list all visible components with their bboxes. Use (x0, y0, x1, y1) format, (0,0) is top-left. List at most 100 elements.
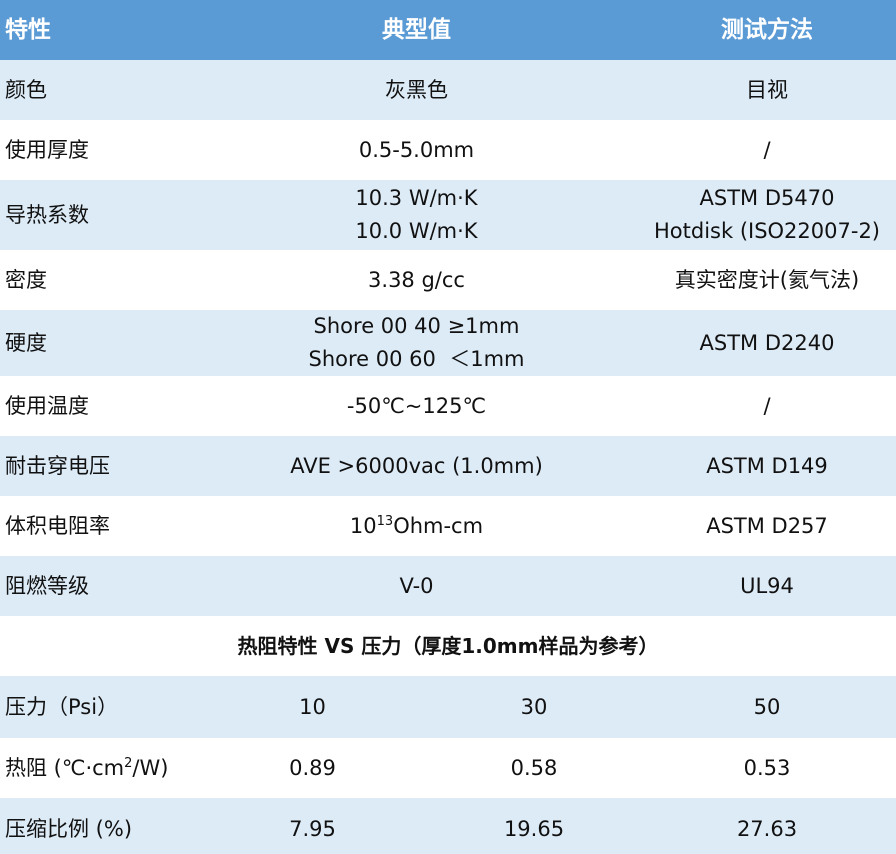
cell-text: ASTM D257 (706, 513, 828, 538)
table-cell: 10 (195, 676, 430, 738)
cell-text: 使用厚度 (5, 137, 89, 162)
cell-text: 耐击穿电压 (5, 453, 110, 478)
cell-text: 目视 (746, 77, 788, 102)
table-cell: ASTM D2240 (638, 310, 896, 376)
table-cell: 灰黑色 (195, 60, 638, 120)
cell-text: Ohm-cm (393, 513, 484, 538)
table-cell: UL94 (638, 556, 896, 616)
table-cell: 0.53 (638, 738, 896, 798)
table-row: 阻燃等级 V-0 UL94 (0, 556, 896, 616)
cell-line: ASTM D5470 (699, 186, 835, 210)
cell-text: 50 (753, 694, 781, 719)
table-cell: 压力（Psi） (0, 676, 195, 738)
cell-text: ASTM D149 (706, 453, 828, 478)
cell-text: V-0 (399, 573, 434, 598)
cell-text: 10 (299, 694, 326, 719)
cell-text: 使用温度 (5, 393, 89, 418)
table-cell: V-0 (195, 556, 638, 616)
table-row: 使用厚度 0.5-5.0mm / (0, 120, 896, 180)
table-cell: 30 (430, 676, 638, 738)
table-cell: 热阻 (℃·cm2/W) (0, 738, 195, 798)
cell-text: 10 (349, 513, 377, 538)
table-row: 体积电阻率 1013Ohm-cm ASTM D257 (0, 496, 896, 556)
cell-text: ASTM D2240 (699, 330, 835, 355)
section-row: 热阻特性 VS 压力（厚度1.0mm样品为参考） (0, 616, 896, 676)
cell-text: / (763, 137, 771, 162)
table-cell: 颜色 (0, 60, 195, 120)
cell-text: 典型值 (382, 16, 451, 43)
cell-text: 特性 (5, 16, 51, 43)
table-cell: 使用厚度 (0, 120, 195, 180)
cell-text: UL94 (740, 573, 794, 598)
cell-text: 体积电阻率 (5, 513, 110, 538)
table-cell: 密度 (0, 250, 195, 310)
table-row: 压缩比例 (%) 7.95 19.65 27.63 (0, 798, 896, 854)
cell-text: 27.63 (736, 816, 798, 841)
table-cell: 耐击穿电压 (0, 436, 195, 496)
table-cell: ASTM D5470 Hotdisk (ISO22007-2) (638, 180, 896, 250)
cell-text: 热阻 (℃·cm (5, 755, 125, 780)
cell-text: -50℃~125℃ (346, 393, 487, 418)
cell-text: 3.38 g/cc (368, 267, 465, 292)
table-cell: 硬度 (0, 310, 195, 376)
table-cell: 压缩比例 (%) (0, 798, 195, 854)
cell-text: 颜色 (5, 77, 47, 102)
cell-text: / (763, 393, 771, 418)
cell-text: 0.5-5.0mm (358, 137, 475, 162)
table-cell: 体积电阻率 (0, 496, 195, 556)
table-row: 密度 3.38 g/cc 真实密度计(氦气法) (0, 250, 896, 310)
cell-text: 7.95 (289, 816, 336, 841)
table-row: 使用温度 -50℃~125℃ / (0, 376, 896, 436)
table-cell: 0.5-5.0mm (195, 120, 638, 180)
cell-text: AVE >6000vac (1.0mm) (290, 453, 543, 478)
cell-text: 压缩比例 (%) (5, 816, 133, 841)
table-cell: 目视 (638, 60, 896, 120)
cell-text: 压力（Psi） (5, 694, 119, 719)
cell-text: 阻燃等级 (5, 573, 89, 598)
table-row: 压力（Psi） 10 30 50 (0, 676, 896, 738)
cell-line: Hotdisk (ISO22007-2) (654, 219, 880, 243)
table-cell: 使用温度 (0, 376, 195, 436)
cell-text: 0.53 (743, 755, 791, 780)
table-row: 硬度 Shore 00 40 ≥1mm Shore 00 60 ＜1mm ASTM D… (0, 310, 896, 376)
table-cell: 真实密度计(氦气法) (638, 250, 896, 310)
table-cell: ASTM D149 (638, 436, 896, 496)
superscript: 2 (124, 755, 133, 771)
header-cell: 典型值 (195, 0, 638, 60)
cell-line: Shore 00 40 ≥1mm (313, 314, 520, 338)
table-cell: 3.38 g/cc (195, 250, 638, 310)
table-row: 耐击穿电压 AVE >6000vac (1.0mm) ASTM D149 (0, 436, 896, 496)
cell-text: 热阻特性 VS 压力（厚度1.0mm样品为参考） (237, 633, 659, 658)
table-cell: 50 (638, 676, 896, 738)
table-cell: Shore 00 40 ≥1mm Shore 00 60 ＜1mm (195, 310, 638, 376)
table-row: 导热系数 10.3 W/m·K 10.0 W/m·K ASTM D5470 Hotdis… (0, 180, 896, 250)
table-row: 热阻 (℃·cm2/W) 0.89 0.58 0.53 (0, 738, 896, 798)
table-cell: ASTM D257 (638, 496, 896, 556)
cell-text: 测试方法 (721, 16, 813, 43)
table-cell: 10.3 W/m·K 10.0 W/m·K (195, 180, 638, 250)
table-cell: 阻燃等级 (0, 556, 195, 616)
table-cell: 19.65 (430, 798, 638, 854)
superscript: 13 (376, 513, 394, 529)
cell-text: 30 (520, 694, 548, 719)
table-cell: 7.95 (195, 798, 430, 854)
table-cell: 27.63 (638, 798, 896, 854)
table-cell: -50℃~125℃ (195, 376, 638, 436)
cell-text: 导热系数 (5, 202, 89, 227)
cell-text: /W) (132, 755, 169, 780)
header-row: 特性 典型值 测试方法 (0, 0, 896, 60)
cell-text: 硬度 (5, 330, 47, 355)
table-cell: 0.58 (430, 738, 638, 798)
cell-text: 19.65 (503, 816, 565, 841)
cell-text: 0.89 (289, 755, 336, 780)
table-cell: AVE >6000vac (1.0mm) (195, 436, 638, 496)
cell-line: 10.0 W/m·K (355, 219, 478, 243)
table-cell: / (638, 376, 896, 436)
table-cell: / (638, 120, 896, 180)
cell-line: 10.3 W/m·K (355, 186, 478, 210)
table-row: 颜色 灰黑色 目视 (0, 60, 896, 120)
cell-text: 灰黑色 (385, 77, 448, 102)
